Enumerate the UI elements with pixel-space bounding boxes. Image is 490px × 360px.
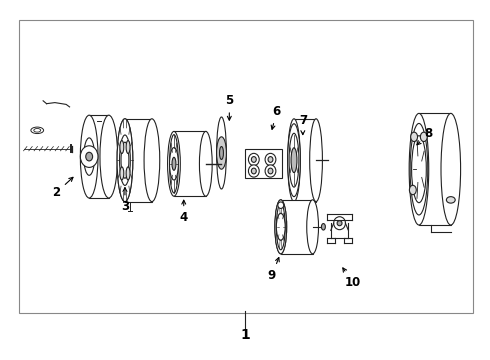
Ellipse shape	[268, 157, 273, 162]
Ellipse shape	[120, 167, 124, 180]
Ellipse shape	[31, 127, 44, 134]
Ellipse shape	[275, 200, 287, 254]
Ellipse shape	[310, 119, 322, 202]
Ellipse shape	[80, 115, 98, 198]
Ellipse shape	[170, 135, 178, 193]
Ellipse shape	[144, 119, 160, 202]
Text: 5: 5	[225, 94, 233, 120]
Ellipse shape	[265, 153, 276, 166]
Ellipse shape	[168, 131, 180, 196]
Ellipse shape	[217, 117, 226, 189]
Ellipse shape	[199, 131, 212, 196]
Ellipse shape	[446, 197, 455, 203]
Ellipse shape	[411, 132, 417, 141]
Text: 6: 6	[271, 105, 281, 129]
Ellipse shape	[172, 157, 176, 170]
Ellipse shape	[278, 202, 284, 208]
Ellipse shape	[289, 133, 299, 187]
Ellipse shape	[441, 113, 461, 225]
Ellipse shape	[100, 115, 118, 198]
Ellipse shape	[410, 185, 416, 195]
Ellipse shape	[276, 204, 285, 250]
Ellipse shape	[265, 165, 276, 177]
Bar	[174, 131, 206, 196]
Ellipse shape	[34, 129, 41, 132]
Ellipse shape	[120, 135, 130, 185]
Ellipse shape	[321, 224, 325, 230]
Ellipse shape	[276, 213, 285, 240]
Text: 2: 2	[52, 177, 73, 199]
Text: 1: 1	[240, 328, 250, 342]
Ellipse shape	[80, 146, 98, 167]
Ellipse shape	[117, 119, 133, 202]
Ellipse shape	[307, 200, 318, 254]
Text: 8: 8	[417, 127, 433, 145]
Bar	[294, 119, 316, 202]
Bar	[125, 119, 152, 202]
Ellipse shape	[334, 217, 345, 230]
Ellipse shape	[120, 140, 124, 153]
Bar	[419, 113, 451, 225]
Ellipse shape	[84, 138, 95, 175]
Ellipse shape	[410, 123, 428, 215]
Bar	[19, 20, 473, 313]
Text: 9: 9	[268, 257, 279, 282]
Ellipse shape	[420, 132, 427, 141]
Ellipse shape	[337, 221, 342, 226]
Text: 4: 4	[180, 200, 188, 224]
Ellipse shape	[126, 140, 130, 153]
Ellipse shape	[121, 142, 129, 178]
Ellipse shape	[288, 119, 300, 202]
Ellipse shape	[86, 152, 93, 161]
Text: 7: 7	[299, 114, 307, 135]
Ellipse shape	[288, 124, 300, 197]
Ellipse shape	[291, 148, 297, 173]
Ellipse shape	[217, 137, 226, 169]
Ellipse shape	[268, 168, 273, 174]
Ellipse shape	[412, 136, 426, 203]
Bar	[245, 149, 282, 178]
Bar	[89, 115, 109, 198]
Ellipse shape	[275, 200, 287, 254]
Text: 3: 3	[121, 188, 129, 213]
Ellipse shape	[126, 167, 130, 180]
Ellipse shape	[251, 168, 256, 174]
Ellipse shape	[220, 147, 223, 159]
Ellipse shape	[409, 113, 429, 225]
Ellipse shape	[117, 119, 133, 202]
Bar	[281, 200, 313, 254]
Ellipse shape	[248, 153, 259, 166]
Ellipse shape	[170, 148, 178, 180]
Ellipse shape	[251, 157, 256, 162]
Ellipse shape	[248, 165, 259, 177]
Text: 10: 10	[343, 268, 361, 289]
